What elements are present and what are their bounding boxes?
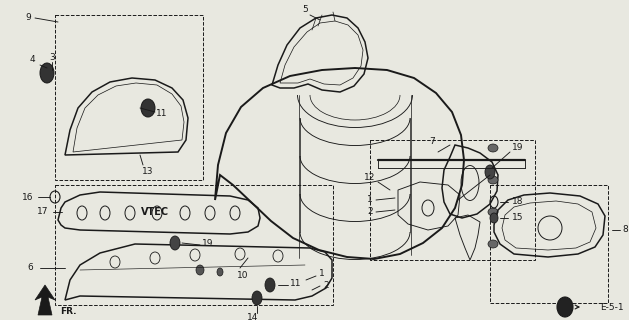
Text: E-5-1: E-5-1	[600, 302, 623, 311]
Text: 6: 6	[27, 263, 33, 273]
Text: 13: 13	[142, 167, 153, 177]
Bar	[490, 185, 608, 303]
Polygon shape	[35, 285, 55, 315]
Text: 2: 2	[367, 207, 373, 217]
Text: 16: 16	[22, 193, 34, 202]
Text: 19: 19	[203, 239, 214, 249]
Ellipse shape	[265, 278, 275, 292]
Ellipse shape	[488, 240, 498, 248]
Text: 5: 5	[302, 5, 308, 14]
Text: 1: 1	[319, 269, 325, 278]
Text: 15: 15	[512, 213, 524, 222]
Ellipse shape	[217, 268, 223, 276]
Ellipse shape	[170, 236, 180, 250]
Ellipse shape	[485, 165, 495, 179]
Ellipse shape	[488, 176, 498, 184]
Text: FR.: FR.	[60, 308, 77, 316]
Text: 7: 7	[429, 138, 435, 147]
Text: 14: 14	[247, 313, 259, 320]
Text: 2: 2	[323, 281, 329, 290]
Text: 11: 11	[156, 108, 168, 117]
Text: 12: 12	[364, 172, 376, 181]
Text: 9: 9	[25, 12, 31, 21]
Ellipse shape	[40, 63, 54, 83]
Ellipse shape	[252, 291, 262, 305]
Text: 18: 18	[512, 196, 524, 205]
Ellipse shape	[488, 208, 498, 216]
Text: 1: 1	[367, 196, 373, 204]
Text: 17: 17	[37, 207, 49, 217]
Text: 19: 19	[512, 143, 524, 153]
Bar	[55, 15, 203, 180]
Bar	[55, 185, 333, 305]
Text: 3: 3	[49, 53, 55, 62]
Text: 4: 4	[29, 55, 35, 65]
Ellipse shape	[141, 99, 155, 117]
Text: 10: 10	[237, 270, 248, 279]
Ellipse shape	[557, 297, 573, 317]
Text: 8: 8	[622, 226, 628, 235]
Ellipse shape	[488, 144, 498, 152]
Ellipse shape	[196, 265, 204, 275]
Bar	[370, 140, 535, 260]
Ellipse shape	[490, 213, 498, 223]
Text: 11: 11	[290, 279, 302, 289]
Text: VTEC: VTEC	[141, 207, 169, 217]
